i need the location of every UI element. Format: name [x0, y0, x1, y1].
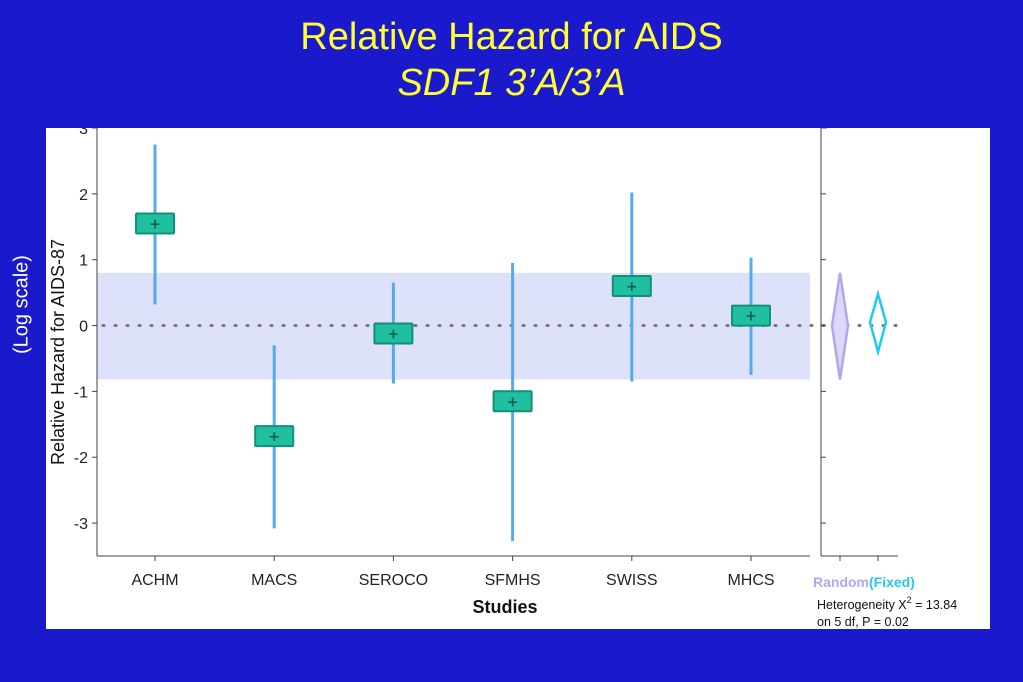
estimate-box: [135, 212, 175, 235]
fixed-label: (Fixed): [869, 574, 915, 590]
random-label: Random: [813, 574, 869, 590]
x-tick-label: SFMHS: [485, 572, 541, 589]
estimate-marker: +: [745, 309, 757, 325]
heterogeneity-value: = 13.84: [912, 598, 958, 612]
estimate-box: [492, 390, 533, 413]
log-scale-label: (Log scale): [10, 255, 33, 354]
chart-panel: 3 2 1 0 -1 -2 -3 Relative Hazard for AIDS-87 + AC…: [46, 128, 990, 629]
y-tick-label: 3: [79, 128, 88, 138]
estimate-box: [373, 322, 414, 345]
estimate-marker: +: [507, 394, 519, 410]
y-tick-label: -3: [74, 516, 88, 533]
forest-plot: 3 2 1 0 -1 -2 -3 Relative Hazard for AIDS-87 + AC…: [48, 128, 957, 629]
estimate-marker: +: [268, 429, 280, 445]
heterogeneity-prefix: Heterogeneity X: [817, 598, 907, 612]
y-tick-label: 0: [79, 319, 88, 336]
fixed-effects-diamond: [868, 289, 888, 357]
y-tick-label: 1: [79, 253, 88, 270]
y-tick-label: -2: [74, 450, 88, 467]
x-axis-label: Studies: [472, 597, 537, 617]
heterogeneity-line2: on 5 df, P = 0.02: [817, 615, 909, 629]
subtitle-text: SDF1 3’A/3’A: [397, 62, 626, 104]
estimate-marker: +: [388, 326, 400, 342]
summary-legend: Random(Fixed): [813, 574, 915, 590]
random-effects-diamond: [830, 272, 850, 380]
x-tick-label: SEROCO: [359, 572, 428, 589]
y-tick-label: -1: [74, 384, 88, 401]
heterogeneity-sup: 2: [907, 595, 912, 605]
x-tick-label: SWISS: [606, 572, 658, 589]
estimate-box: [254, 425, 295, 448]
slide-title: Relative Hazard for AIDS SDF1 3’A/3’A: [0, 14, 1023, 106]
heterogeneity-line1: Heterogeneity X2 = 13.84: [817, 595, 957, 612]
estimate-box: [611, 275, 652, 298]
y-tick-label: 2: [79, 187, 88, 204]
estimate-box: [731, 304, 771, 327]
estimate-marker: +: [149, 216, 161, 232]
x-tick-label: MACS: [251, 572, 297, 589]
estimate-marker: +: [626, 279, 638, 295]
x-tick-label: MHCS: [727, 572, 774, 589]
title-text: Relative Hazard for AIDS: [300, 16, 723, 58]
x-tick-label: ACHM: [131, 572, 178, 589]
y-axis-label: Relative Hazard for AIDS-87: [48, 239, 68, 465]
